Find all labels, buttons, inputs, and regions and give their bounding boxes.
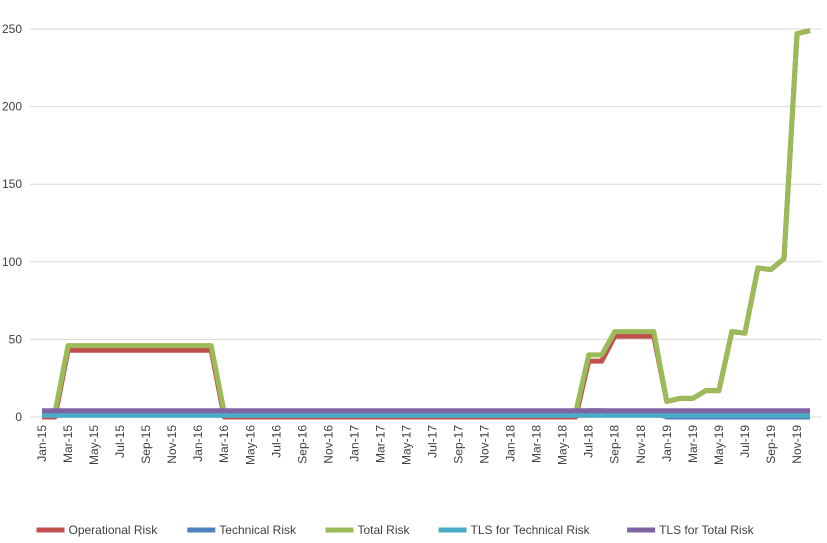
x-tick-label: Sep-19	[764, 425, 778, 464]
x-tick-label: Mar-15	[61, 425, 75, 463]
x-tick-label: Mar-17	[373, 425, 387, 463]
x-tick-label: Nov-17	[478, 425, 492, 464]
legend-label: Total Risk	[358, 523, 411, 537]
x-tick-label: Jan-18	[504, 425, 518, 462]
x-tick-label: May-19	[712, 425, 726, 465]
legend-label: TLS for Total Risk	[659, 523, 754, 537]
x-tick-label: Sep-15	[139, 425, 153, 464]
x-tick-label: May-18	[556, 425, 570, 465]
x-tick-label: Sep-18	[608, 425, 622, 464]
x-tick-label: Nov-19	[790, 425, 804, 464]
x-tick-label: Nov-18	[634, 425, 648, 464]
x-tick-label: Mar-19	[686, 425, 700, 463]
y-tick-label: 100	[2, 255, 22, 269]
y-tick-label: 150	[2, 177, 22, 191]
y-tick-label: 200	[2, 100, 22, 114]
y-tick-label: 0	[15, 410, 22, 424]
series-line	[42, 28, 811, 420]
x-tick-label: Jul-19	[738, 425, 752, 458]
x-tick-label: Sep-16	[295, 425, 309, 464]
x-tick-label: Mar-16	[217, 425, 231, 463]
x-tick-label: May-17	[399, 425, 413, 465]
y-tick-label: 250	[2, 22, 22, 36]
x-tick-label: May-16	[243, 425, 257, 465]
legend-label: TLS for Technical Risk	[471, 523, 591, 537]
x-tick-label: Sep-17	[452, 425, 466, 464]
legend-label: Technical Risk	[219, 523, 297, 537]
y-tick-label: 50	[9, 332, 23, 346]
x-tick-label: May-15	[87, 425, 101, 465]
x-tick-label: Nov-16	[321, 425, 335, 464]
legend-label: Operational Risk	[69, 523, 159, 537]
x-tick-label: Jul-17	[426, 425, 440, 458]
x-tick-label: Jan-15	[35, 425, 49, 462]
x-tick-label: Mar-18	[530, 425, 544, 463]
x-tick-label: Jan-19	[660, 425, 674, 462]
x-tick-label: Jan-17	[347, 425, 361, 462]
x-tick-label: Jul-16	[269, 425, 283, 458]
x-tick-label: Jul-18	[582, 425, 596, 458]
x-tick-label: Jan-16	[191, 425, 205, 462]
series-line	[42, 28, 811, 415]
x-tick-label: Jul-15	[113, 425, 127, 458]
x-tick-label: Nov-15	[165, 425, 179, 464]
